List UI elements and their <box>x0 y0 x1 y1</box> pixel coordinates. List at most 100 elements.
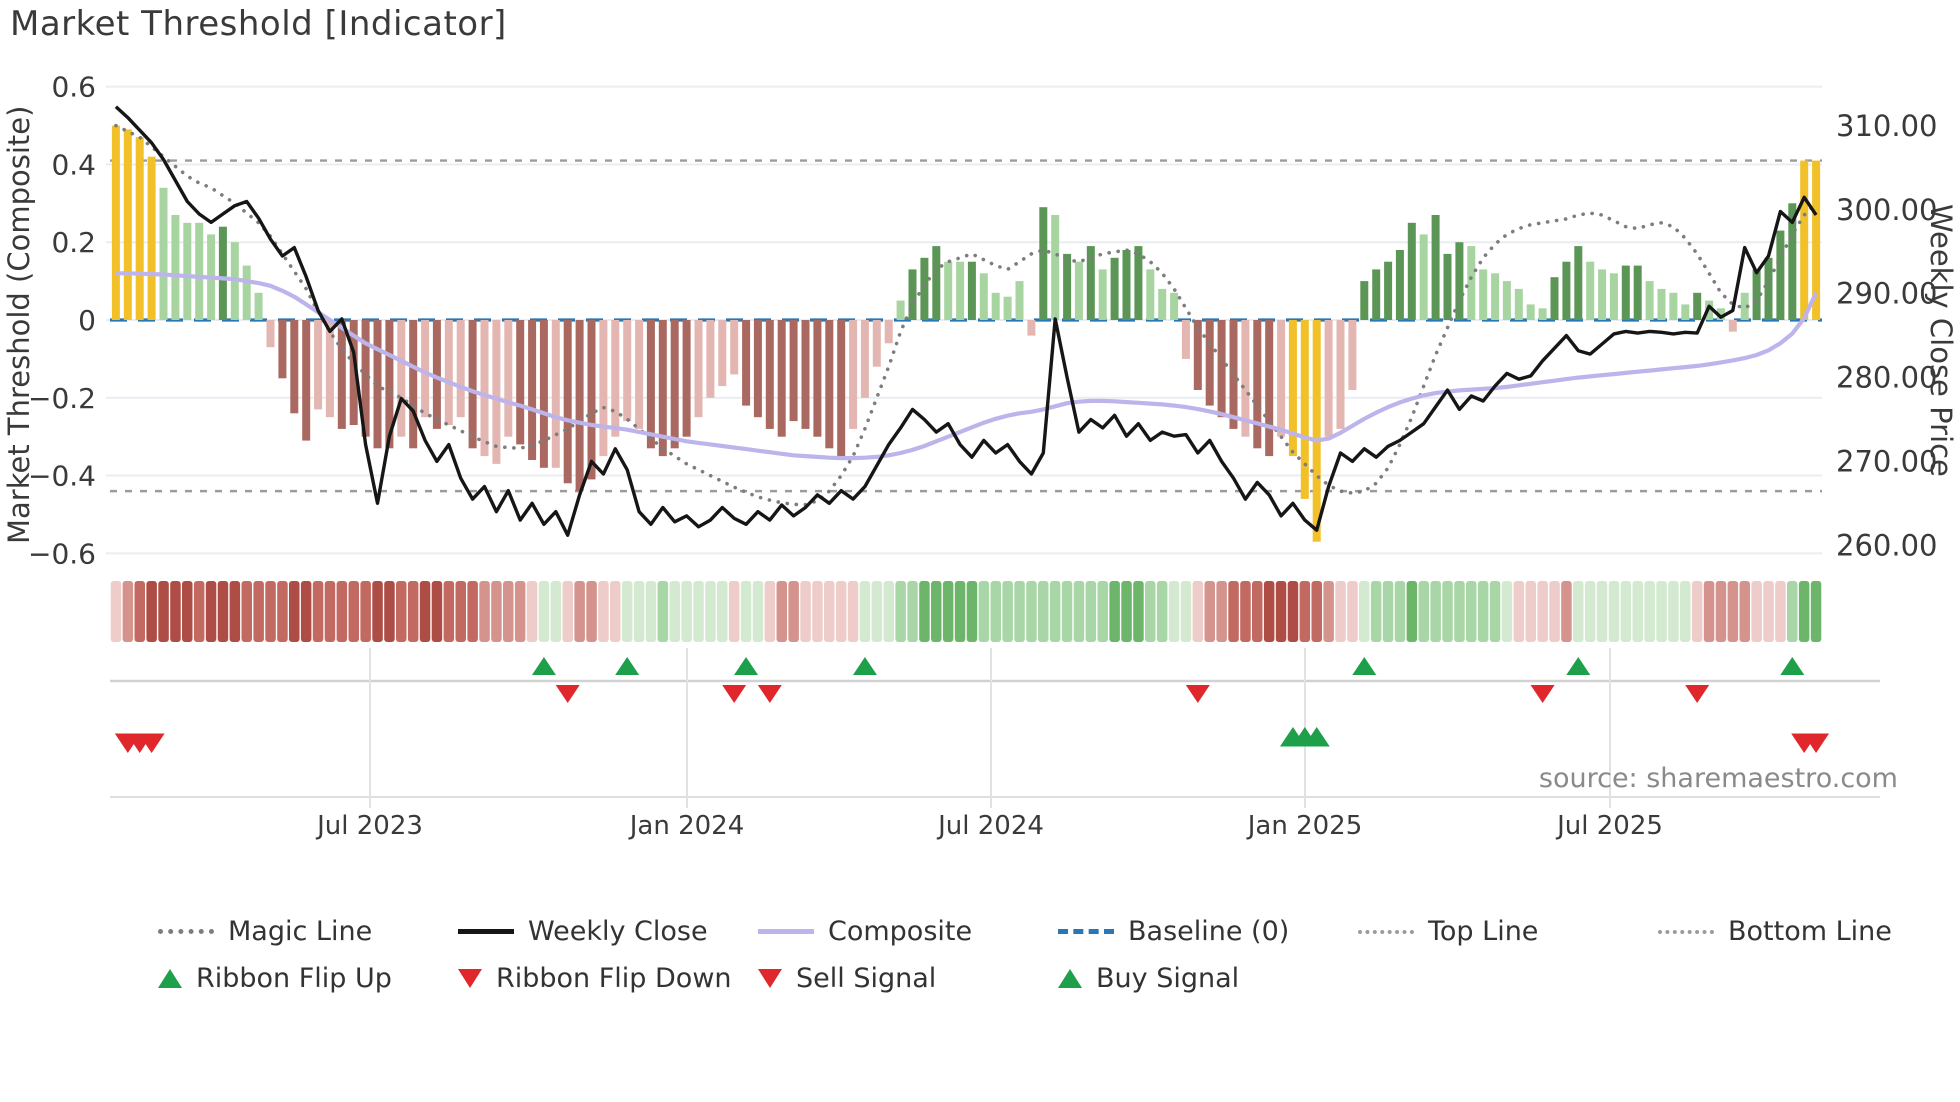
ribbon-cell <box>1109 581 1120 642</box>
x-tick-label: Jul 2025 <box>1555 811 1663 841</box>
threshold-bar <box>1063 253 1072 320</box>
threshold-bar <box>670 320 679 449</box>
threshold-bar <box>1288 320 1297 457</box>
threshold-bar <box>1431 215 1440 320</box>
ribbon-cell <box>312 581 324 642</box>
threshold-bar <box>991 292 1000 320</box>
threshold-bar <box>920 257 929 320</box>
threshold-bar <box>1669 292 1678 320</box>
ribbon-cell <box>1763 581 1774 642</box>
ribbon-cell <box>407 581 419 642</box>
ribbon-cell <box>134 581 145 642</box>
ribbon-cell <box>1466 581 1477 642</box>
ribbon-cell <box>217 581 229 642</box>
legend-label: Sell Signal <box>796 963 937 994</box>
threshold-bar <box>813 320 822 437</box>
threshold-bar <box>623 320 632 422</box>
ribbon-cell <box>526 581 538 642</box>
threshold-bar <box>1764 257 1773 320</box>
threshold-bar <box>1158 288 1167 320</box>
left-tick-label: 0.6 <box>51 71 96 104</box>
ribbon-cell <box>1335 581 1346 642</box>
ribbon-cell <box>1038 581 1049 642</box>
ribbon-cell <box>1370 581 1382 642</box>
legend-label: Magic Line <box>228 916 373 947</box>
threshold-bar <box>147 156 156 320</box>
left-tick-label: −0.2 <box>28 382 96 415</box>
threshold-bar <box>765 320 774 429</box>
x-tick-label: Jan 2024 <box>628 811 745 841</box>
ribbon-cell <box>1347 581 1358 642</box>
ribbon-cell <box>229 581 241 642</box>
ribbon-cell <box>170 581 181 642</box>
ribbon-cell <box>1275 581 1287 642</box>
ribbon-cell <box>752 581 764 642</box>
ribbon-cell <box>1549 581 1560 642</box>
ribbon-cell <box>1656 581 1667 642</box>
ribbon-cell <box>205 581 217 642</box>
x-tick-label: Jul 2023 <box>315 811 423 841</box>
right-tick-label: 300.00 <box>1836 193 1937 227</box>
ribbon-cell <box>491 581 502 642</box>
legend-item-ribbon-flip-up: Ribbon Flip Up <box>158 963 458 994</box>
threshold-bar <box>1598 269 1607 320</box>
threshold-bar <box>314 320 323 410</box>
ribbon-cell <box>1727 581 1739 642</box>
ribbon-cell <box>1477 581 1489 642</box>
ribbon-cell <box>1002 581 1013 642</box>
threshold-bar <box>753 320 762 418</box>
buy-signal-marker <box>1303 727 1330 747</box>
right-tick-label: 310.00 <box>1836 109 1937 143</box>
ribbon-cell <box>728 581 740 642</box>
ribbon-cell <box>800 581 811 642</box>
threshold-bar <box>349 320 358 425</box>
threshold-bar <box>1538 308 1547 320</box>
left-tick-label: 0 <box>78 304 96 337</box>
threshold-bar <box>254 292 263 320</box>
threshold-bar <box>682 320 691 437</box>
left-tick-label: −0.4 <box>28 460 96 493</box>
threshold-bar <box>1407 222 1416 320</box>
threshold-bar <box>1360 281 1369 320</box>
threshold-bar <box>563 320 572 484</box>
threshold-bar <box>635 320 644 429</box>
ribbon-cell <box>1263 581 1275 642</box>
ribbon-flip-up-marker <box>1780 657 1805 675</box>
ribbon-cell <box>776 581 787 642</box>
threshold-bar <box>944 261 953 320</box>
threshold-bar <box>801 320 810 429</box>
threshold-bar <box>516 320 525 445</box>
ribbon-cell <box>550 581 562 642</box>
ribbon-cell <box>253 581 264 642</box>
ribbon-cell <box>657 581 669 642</box>
ribbon-cell <box>812 581 823 642</box>
axis-ticks-layer: 0.6 0.4 0.2 0 −0.2 −0.4 −0.6 310.00 300.00 290.00… <box>28 71 1937 571</box>
threshold-bar <box>385 320 394 449</box>
ribbon-flip-down-marker <box>722 685 747 703</box>
ribbon-cell <box>824 581 835 642</box>
threshold-bar <box>1205 320 1214 406</box>
weekly-close-series <box>114 105 1818 537</box>
ribbon-cell <box>336 581 348 642</box>
threshold-bar <box>884 320 893 344</box>
ribbon-flip-up-marker <box>852 657 877 675</box>
composite-swatch-icon <box>758 929 814 934</box>
ribbon-cell <box>681 581 692 642</box>
ribbon-flip-down-marker <box>1685 685 1710 703</box>
ribbon-cell <box>1584 581 1596 642</box>
page-title: Market Threshold [Indicator] <box>10 4 507 44</box>
threshold-bar <box>1800 160 1809 320</box>
threshold-bar <box>551 320 560 468</box>
threshold-bar <box>1621 265 1630 320</box>
ribbon-cell <box>1632 581 1643 642</box>
sell-signal-marker <box>1803 733 1830 753</box>
threshold-bar <box>1015 281 1024 320</box>
threshold-bar <box>611 320 620 437</box>
ribbon-cell <box>586 581 597 642</box>
threshold-bar <box>1122 250 1131 320</box>
ribbon-cell <box>1525 581 1536 642</box>
threshold-bar <box>1788 203 1797 320</box>
ribbon-cell <box>241 581 252 642</box>
ribbon-flip-up-marker <box>1352 657 1377 675</box>
threshold-bar <box>1419 234 1428 320</box>
